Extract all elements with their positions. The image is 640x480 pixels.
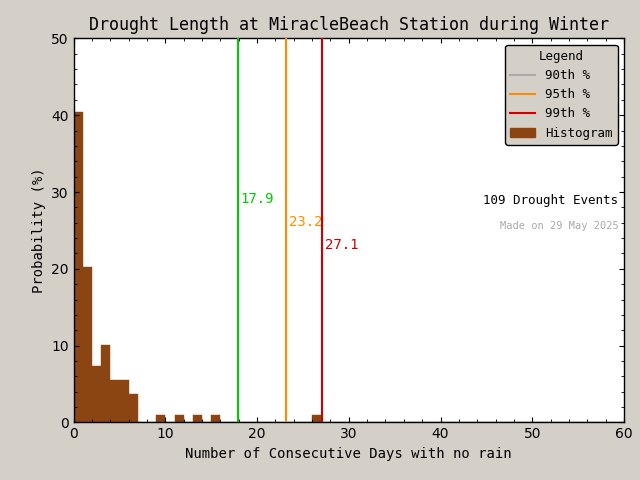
Bar bbox=[92, 366, 101, 422]
Text: 23.2: 23.2 bbox=[289, 215, 323, 229]
Text: 27.1: 27.1 bbox=[325, 238, 358, 252]
Title: Drought Length at MiracleBeach Station during Winter: Drought Length at MiracleBeach Station d… bbox=[89, 16, 609, 34]
Bar bbox=[129, 394, 138, 422]
Bar bbox=[101, 345, 110, 422]
Bar bbox=[156, 416, 165, 422]
Bar bbox=[74, 112, 83, 422]
Bar bbox=[120, 380, 129, 422]
Text: 109 Drought Events: 109 Drought Events bbox=[483, 194, 618, 207]
Bar bbox=[83, 267, 92, 422]
Bar bbox=[312, 416, 321, 422]
Bar bbox=[175, 416, 184, 422]
Bar bbox=[211, 416, 220, 422]
X-axis label: Number of Consecutive Days with no rain: Number of Consecutive Days with no rain bbox=[186, 447, 512, 461]
Text: Made on 29 May 2025: Made on 29 May 2025 bbox=[500, 221, 618, 231]
Y-axis label: Probability (%): Probability (%) bbox=[31, 168, 45, 293]
Text: 17.9: 17.9 bbox=[241, 192, 274, 206]
Legend: 90th %, 95th %, 99th %, Histogram: 90th %, 95th %, 99th %, Histogram bbox=[505, 45, 618, 144]
Bar bbox=[193, 416, 202, 422]
Bar bbox=[110, 380, 120, 422]
